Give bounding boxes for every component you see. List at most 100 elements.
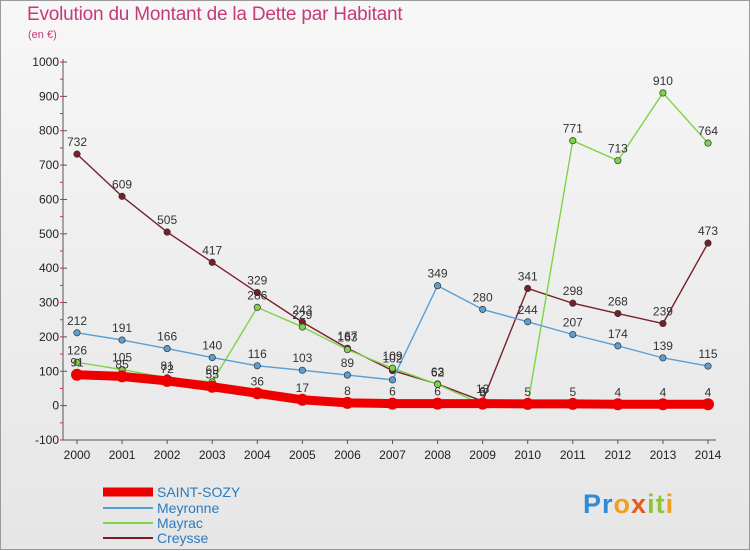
data-label: 505 [157, 213, 177, 227]
x-tick-label: 2003 [199, 448, 226, 462]
x-tick-label: 2009 [469, 448, 496, 462]
data-label: 212 [67, 314, 87, 328]
data-point [71, 368, 83, 381]
data-point [434, 380, 442, 388]
data-label: 109 [382, 349, 402, 363]
x-tick-label: 2000 [64, 448, 91, 462]
data-point [298, 323, 306, 331]
data-label: 166 [157, 330, 177, 344]
data-point [388, 364, 397, 372]
data-label: 91 [70, 356, 84, 370]
x-tick-label: 2008 [424, 448, 451, 462]
data-point [659, 354, 667, 362]
data-point [702, 398, 714, 411]
data-point [704, 362, 712, 370]
data-label: 4 [705, 385, 712, 399]
data-label: 13 [476, 382, 490, 396]
data-label: 174 [608, 327, 628, 341]
data-point [298, 366, 306, 374]
data-label: 268 [608, 295, 628, 309]
data-label: 116 [248, 347, 267, 361]
x-tick-label: 2005 [289, 448, 316, 462]
data-point [253, 303, 261, 311]
data-point [659, 319, 667, 328]
data-point [341, 396, 354, 409]
data-label: 771 [563, 122, 583, 136]
data-point [524, 318, 532, 326]
data-point [479, 305, 487, 313]
data-label: 4 [615, 385, 622, 399]
x-tick-label: 2001 [109, 448, 136, 462]
y-tick-label: -100 [35, 433, 59, 447]
data-label: 163 [337, 331, 357, 345]
data-point [73, 150, 81, 158]
data-point [704, 139, 712, 147]
data-label: 910 [653, 74, 673, 88]
y-tick-label: 500 [39, 227, 59, 241]
data-label: 5 [569, 385, 576, 399]
legend-label-mayrac: Mayrac [157, 515, 203, 531]
data-label: 4 [660, 385, 667, 399]
data-label: 55 [206, 368, 220, 382]
data-point [566, 397, 579, 410]
data-point [208, 353, 216, 362]
data-point [614, 157, 622, 165]
data-point [569, 330, 577, 339]
y-tick-label: 1000 [32, 55, 59, 69]
y-tick-label: 900 [39, 89, 59, 103]
data-point [206, 380, 219, 393]
data-label: 167 [337, 329, 357, 343]
x-tick-label: 2010 [514, 448, 541, 462]
data-label: 329 [247, 274, 267, 288]
data-label: 417 [202, 243, 222, 257]
data-label: 207 [563, 316, 583, 330]
x-tick-label: 2013 [650, 448, 677, 462]
x-tick-label: 2002 [154, 448, 181, 462]
data-point [118, 336, 126, 344]
data-point [163, 345, 171, 353]
data-label: 63 [431, 365, 445, 379]
data-label: 115 [698, 347, 717, 361]
data-label: 85 [115, 357, 129, 371]
data-label: 3 [479, 386, 486, 400]
data-label: 286 [247, 288, 267, 302]
data-point [161, 374, 174, 387]
data-label: 8 [344, 384, 351, 398]
logo-letter: o [613, 489, 632, 519]
data-label: 6 [389, 385, 396, 399]
data-point [569, 299, 577, 307]
data-point [343, 346, 351, 354]
data-label: 764 [698, 124, 718, 138]
data-label: 349 [428, 267, 448, 281]
data-label: 713 [608, 142, 628, 156]
data-point [704, 239, 712, 247]
logo-letter: i [647, 489, 656, 519]
data-point [163, 228, 171, 236]
data-point [73, 358, 81, 366]
y-tick-label: 700 [39, 158, 59, 172]
legend-label-meyronne: Meyronne [157, 500, 219, 516]
data-label: 36 [251, 374, 265, 388]
data-label: 280 [473, 290, 493, 304]
data-point [253, 362, 261, 370]
logo-letter: x [631, 489, 648, 519]
data-point [386, 397, 399, 410]
data-label: 6 [479, 385, 486, 399]
chart-title: Evolution du Montant de la Dette par Hab… [27, 4, 403, 25]
data-point [343, 371, 351, 379]
data-point [253, 289, 261, 297]
y-tick-label: 0 [52, 399, 59, 413]
data-label: 473 [698, 224, 718, 238]
data-point [614, 342, 622, 350]
data-point [659, 89, 667, 97]
data-label: 609 [112, 177, 132, 191]
data-point [434, 282, 442, 290]
data-label: 102 [382, 352, 402, 366]
data-label: 5 [524, 385, 531, 399]
data-point [208, 258, 216, 266]
data-point [296, 393, 309, 406]
data-label: 244 [518, 303, 538, 317]
data-label: 298 [563, 284, 583, 298]
